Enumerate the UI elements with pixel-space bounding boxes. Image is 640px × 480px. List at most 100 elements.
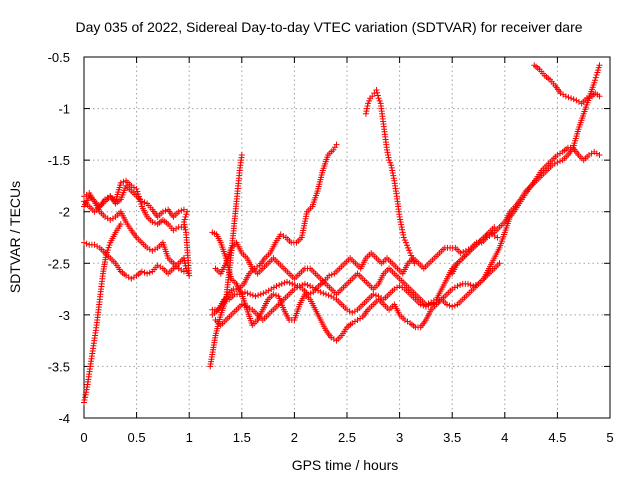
data-point: [363, 108, 370, 115]
data-point: [149, 219, 156, 226]
data-point: [244, 290, 251, 297]
data-point: [133, 186, 140, 193]
x-tick-label: 0: [80, 430, 87, 445]
data-point: [138, 268, 145, 275]
y-tick-label: -3: [58, 308, 70, 323]
data-point: [398, 221, 405, 228]
data-point: [257, 291, 264, 298]
data-point: [146, 269, 153, 276]
data-point: [387, 159, 394, 166]
data-point: [494, 234, 501, 241]
data-point: [375, 95, 382, 102]
x-tick-label: 4.5: [548, 430, 566, 445]
data-point: [120, 178, 127, 185]
data-point: [399, 229, 406, 236]
data-point: [570, 96, 577, 103]
series-track-c: [81, 193, 187, 275]
y-tick-label: -3.5: [48, 359, 70, 374]
data-point: [281, 279, 288, 286]
data-point: [181, 216, 188, 223]
data-point: [238, 151, 245, 158]
data-point: [81, 239, 87, 246]
y-tick-label: -2.5: [48, 256, 70, 271]
data-point: [320, 290, 327, 297]
data-point: [591, 79, 598, 86]
data-point: [457, 281, 464, 288]
axis-ticks: 0 0.5 1 1.5 2 2.5 3 3.5 4 4.5 5 -4 -3.5 -3 -2.5 -2 -1.5 -…: [48, 50, 614, 445]
data-point: [390, 175, 397, 182]
x-tick-label: 0.5: [128, 430, 146, 445]
data-point: [322, 291, 329, 298]
x-tick-label: 1: [186, 430, 193, 445]
data-point: [136, 196, 143, 203]
data-point: [236, 291, 243, 298]
y-tick-label: -1: [58, 102, 70, 117]
data-point: [252, 293, 259, 300]
data-point: [385, 154, 392, 161]
y-tick-label: -0.5: [48, 50, 70, 65]
data-point: [299, 281, 306, 288]
data-point: [389, 170, 396, 177]
data-point: [596, 93, 603, 100]
data-point: [388, 162, 395, 169]
data-point: [491, 224, 498, 231]
data-point: [383, 146, 390, 153]
data-point: [83, 240, 90, 247]
y-axis-label: SDTVAR / TECUs: [7, 181, 23, 293]
data-point: [385, 151, 392, 158]
data-point: [241, 289, 248, 296]
data-point: [276, 281, 283, 288]
data-point: [328, 271, 335, 278]
series-track-m: [362, 87, 418, 267]
data-point: [247, 291, 254, 298]
series-track-l: [212, 260, 503, 329]
data-point: [178, 207, 185, 214]
data-point: [446, 302, 453, 309]
x-tick-label: 2.5: [338, 430, 356, 445]
data-point: [417, 301, 424, 308]
data-point: [400, 234, 407, 241]
x-axis-label: GPS time / hours: [292, 457, 399, 473]
series-track-f: [180, 208, 193, 279]
data-point: [363, 105, 370, 112]
data-point: [364, 102, 371, 109]
data-point: [182, 226, 189, 233]
data-point: [305, 291, 312, 298]
data-point: [175, 208, 182, 215]
data-point: [428, 301, 435, 308]
data-point: [565, 94, 572, 101]
data-point: [296, 282, 303, 289]
data-point: [592, 77, 599, 84]
data-point: [81, 399, 87, 406]
data-point: [317, 289, 324, 296]
data-point: [180, 219, 187, 226]
data-point: [238, 301, 245, 308]
data-point: [443, 301, 450, 308]
data-point: [422, 303, 429, 310]
data-point: [138, 201, 145, 208]
data-point: [389, 167, 396, 174]
data-point: [390, 172, 397, 179]
data-point: [430, 300, 437, 307]
data-point: [83, 386, 90, 393]
series-track-k: [212, 224, 498, 308]
data-point: [592, 74, 599, 81]
series-track-n: [449, 62, 603, 277]
data-point: [181, 224, 188, 231]
data-points: [81, 62, 603, 406]
data-point: [408, 252, 415, 259]
data-point: [403, 242, 410, 249]
data-point: [162, 207, 169, 214]
data-point: [402, 239, 409, 246]
data-point: [117, 179, 124, 186]
data-point: [365, 100, 372, 107]
data-point: [134, 188, 141, 195]
data-point: [397, 219, 404, 226]
data-point: [410, 257, 417, 264]
data-point: [180, 268, 187, 275]
data-point: [286, 279, 293, 286]
data-point: [83, 389, 90, 396]
data-point: [425, 302, 432, 309]
